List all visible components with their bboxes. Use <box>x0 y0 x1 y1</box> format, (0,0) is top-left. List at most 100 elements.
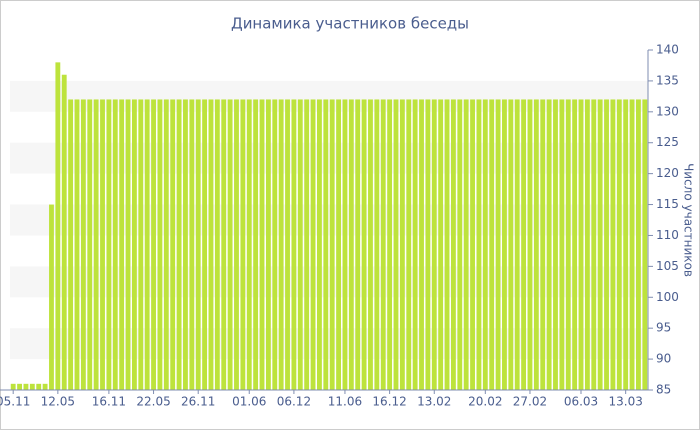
bar <box>387 99 393 391</box>
bar <box>93 99 99 391</box>
bar <box>297 99 303 391</box>
bar <box>438 99 444 391</box>
bar <box>195 99 201 391</box>
y-tick-label: 95 <box>656 321 671 335</box>
bar <box>348 99 354 391</box>
bar <box>527 99 533 391</box>
bar <box>87 99 93 391</box>
bar <box>227 99 233 391</box>
bar <box>272 99 278 391</box>
bar <box>540 99 546 391</box>
y-tick-label: 120 <box>656 166 679 180</box>
bar <box>323 99 329 391</box>
grid-band <box>10 328 648 360</box>
bar <box>616 99 622 391</box>
bar <box>304 99 310 391</box>
y-tick-label: 90 <box>656 352 671 366</box>
y-tick-label: 140 <box>656 43 679 57</box>
x-tick-label: 01.06 <box>232 395 266 409</box>
grid-band <box>10 204 648 236</box>
bar <box>131 99 137 391</box>
x-tick-label: 13.03 <box>608 395 642 409</box>
bar <box>623 99 629 391</box>
x-tick-label: 27.02 <box>513 395 547 409</box>
bar <box>457 99 463 391</box>
bar <box>502 99 507 391</box>
bar <box>259 99 265 391</box>
bar <box>176 99 182 391</box>
x-tick-label: 11.06 <box>328 395 362 409</box>
bar <box>521 99 527 391</box>
bar <box>265 99 271 391</box>
y-tick-label: 110 <box>656 228 679 242</box>
bar <box>336 99 341 391</box>
bar <box>565 99 571 391</box>
bar <box>406 99 412 391</box>
bar <box>374 99 380 391</box>
bar <box>106 99 112 391</box>
bar <box>591 99 597 391</box>
bar <box>157 99 163 391</box>
y-axis-label: Число участников <box>682 163 696 277</box>
grid-band <box>10 142 648 174</box>
bar <box>42 383 48 390</box>
bar <box>450 99 456 391</box>
bar <box>604 99 609 391</box>
bar <box>119 99 125 391</box>
bar <box>393 99 399 391</box>
bar <box>470 99 475 391</box>
bar <box>151 99 156 391</box>
y-tick-label: 100 <box>656 290 679 304</box>
bar <box>533 99 539 391</box>
y-tick-label: 125 <box>656 135 679 149</box>
bar <box>29 383 35 390</box>
bar <box>380 99 386 391</box>
bar <box>36 383 42 390</box>
bar <box>144 99 150 391</box>
bar <box>559 99 565 391</box>
bar <box>189 99 195 391</box>
bar <box>68 99 74 391</box>
bar <box>10 383 16 390</box>
bar <box>278 99 284 391</box>
bar <box>425 99 431 391</box>
y-tick-label: 135 <box>656 73 679 87</box>
bar <box>163 99 169 391</box>
bar <box>431 99 437 391</box>
x-tick-label: 13.02 <box>417 395 451 409</box>
y-tick-label: 85 <box>656 383 671 397</box>
x-tick-label: 12.05 <box>41 395 75 409</box>
bar <box>514 99 520 391</box>
bar <box>125 99 131 391</box>
bar <box>74 99 80 391</box>
bar <box>412 99 418 391</box>
grid-band <box>10 266 648 298</box>
bar <box>80 99 86 391</box>
bar <box>489 99 495 391</box>
bar <box>221 99 227 391</box>
bar <box>572 99 578 391</box>
bar <box>578 99 584 391</box>
bar <box>463 99 469 391</box>
bar <box>508 99 514 391</box>
bar <box>61 74 67 391</box>
bar <box>138 99 144 391</box>
bar <box>23 383 29 390</box>
x-tick-label: 06.12 <box>277 395 311 409</box>
bar <box>246 99 252 391</box>
bar <box>342 99 348 391</box>
bar <box>49 204 54 390</box>
bar <box>482 99 488 391</box>
bar <box>285 99 290 391</box>
bar <box>240 99 246 391</box>
x-tick-label: 16.11 <box>92 395 126 409</box>
bar <box>214 99 220 391</box>
bar <box>55 62 61 390</box>
x-tick-label: 05.11 <box>0 395 30 409</box>
bar <box>584 99 590 391</box>
bar <box>444 99 450 391</box>
bar <box>642 99 648 391</box>
x-tick-label: 06.03 <box>564 395 598 409</box>
bar <box>183 99 188 391</box>
